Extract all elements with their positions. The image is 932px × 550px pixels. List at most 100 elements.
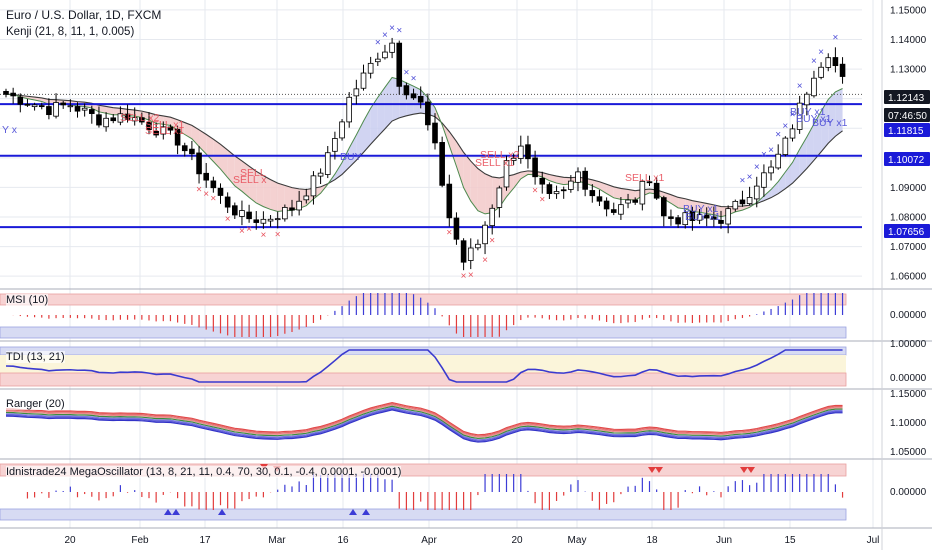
bearish-cloud: [513, 172, 521, 189]
bullish-candle: [696, 214, 703, 221]
ranger-band-line: [5, 404, 843, 438]
bearish-candle: [646, 181, 653, 184]
tdi-title: TDI (13, 21): [6, 351, 65, 363]
time-tick-label: 20: [64, 535, 76, 546]
bearish-candle: [718, 220, 724, 224]
bullish-candle: [360, 72, 367, 89]
bullish-candle: [67, 105, 74, 108]
bearish-candle: [582, 170, 588, 190]
bullish-candle: [274, 218, 281, 221]
chart-title: Euro / U.S. Dollar, 1D, FXCM: [6, 8, 162, 22]
sell-signal-label: SELL x2: [120, 112, 159, 124]
bullish-candle: [725, 208, 731, 225]
sell-arrow-marker: [747, 467, 755, 473]
bearish-cloud: [485, 173, 493, 214]
bullish-cloud: [785, 162, 793, 189]
bearish-cloud: [220, 144, 228, 178]
bullish-cloud: [377, 87, 385, 137]
signal-cross-marker: ×: [210, 194, 216, 205]
price-tick-label: 1.14000: [890, 35, 927, 46]
bearish-cloud: [713, 204, 721, 217]
bullish-candle: [625, 199, 631, 204]
bullish-candle: [796, 102, 803, 130]
bullish-candle: [346, 96, 352, 123]
bullish-candle: [31, 104, 38, 108]
signal-cross-marker: ×: [811, 56, 817, 67]
bearish-cloud: [470, 161, 478, 211]
tdi-pane[interactable]: [0, 346, 847, 387]
tdi-tick-label: 1.00000: [890, 339, 927, 350]
bearish-candle: [453, 217, 460, 240]
fast-ma-line: [5, 76, 843, 218]
ranger-band-line: [5, 407, 843, 441]
sell-signal-label: SELL x1: [625, 172, 664, 184]
bearish-cloud: [277, 183, 285, 212]
ranger-band-line: [5, 405, 843, 440]
bullish-candle: [53, 102, 59, 117]
bullish-cloud: [821, 99, 829, 152]
bullish-cloud: [806, 123, 814, 169]
bearish-candle: [396, 42, 403, 87]
ranger-band-line: [5, 408, 843, 442]
bearish-candle: [196, 152, 202, 175]
signal-cross-marker: ×: [196, 184, 202, 195]
price-level-label: 1.11815: [888, 126, 924, 137]
bearish-candle: [739, 199, 746, 205]
ranger-tick-label: 1.15000: [890, 389, 927, 400]
bullish-candle: [775, 153, 781, 169]
time-tick-label: May: [568, 535, 587, 546]
bearish-candle: [417, 95, 424, 103]
signal-cross-marker: ×: [482, 255, 488, 266]
bearish-candle: [532, 157, 538, 178]
bullish-candle: [518, 145, 524, 159]
signal-cross-marker: ×: [411, 74, 417, 85]
price-level-tag: [884, 90, 930, 104]
bearish-candle: [410, 93, 417, 99]
signal-cross-marker: ×: [446, 228, 452, 239]
signal-cross-marker: ×: [790, 109, 796, 120]
bearish-cloud: [191, 125, 200, 147]
bullish-candle: [310, 175, 317, 197]
msi-pane[interactable]: [0, 293, 847, 339]
bullish-candle: [374, 58, 381, 63]
signal-cross-marker: ×: [818, 47, 824, 58]
price-level-tag: [884, 224, 930, 238]
bullish-candle: [131, 117, 138, 122]
buy-arrow-marker: [362, 509, 370, 515]
price-axis[interactable]: 1.150001.140001.130001.120001.110001.100…: [884, 5, 930, 498]
time-tick-label: Jul: [867, 535, 880, 546]
bearish-candle: [38, 105, 45, 108]
bullish-candle: [639, 180, 646, 205]
signal-cross-marker: ×: [832, 32, 838, 43]
ranger-pane[interactable]: [5, 402, 843, 443]
time-axis[interactable]: 20 Feb 17 Mar 16 Apr 20 May 18 Jun 15 Jul: [64, 535, 879, 546]
bearish-cloud: [663, 192, 671, 204]
bullish-candle: [81, 107, 88, 111]
signal-cross-marker: ×: [396, 26, 402, 37]
bullish-candle: [818, 66, 824, 78]
signal-cross-marker: ×: [489, 235, 495, 246]
bearish-cloud: [284, 185, 292, 211]
bullish-candle: [503, 160, 510, 188]
signal-cross-marker: ×: [768, 145, 774, 156]
bullish-candle: [568, 180, 574, 190]
bearish-candle: [89, 109, 95, 114]
sell-signal-label: SELL x: [233, 174, 267, 186]
bullish-cloud: [771, 181, 779, 198]
time-tick-label: 15: [784, 535, 796, 546]
signal-cross-marker: ×: [775, 129, 781, 140]
bullish-candle: [117, 113, 124, 123]
price-pane[interactable]: × × ××× ×× ×××× ××××× ×××××× ××× ××××××××SELL x2…: [0, 23, 862, 282]
signal-cross-marker: ×: [246, 224, 252, 235]
price-level-label: 07:46:50: [888, 111, 927, 122]
bearish-cloud: [592, 179, 600, 190]
bearish-candle: [46, 106, 52, 116]
bearish-cloud: [456, 141, 464, 188]
bearish-cloud: [699, 201, 707, 214]
bearish-cloud: [98, 105, 107, 114]
price-tick-label: 1.06000: [890, 272, 927, 283]
mega-lower-zone: [0, 508, 847, 521]
price-level-tag: [884, 108, 930, 122]
